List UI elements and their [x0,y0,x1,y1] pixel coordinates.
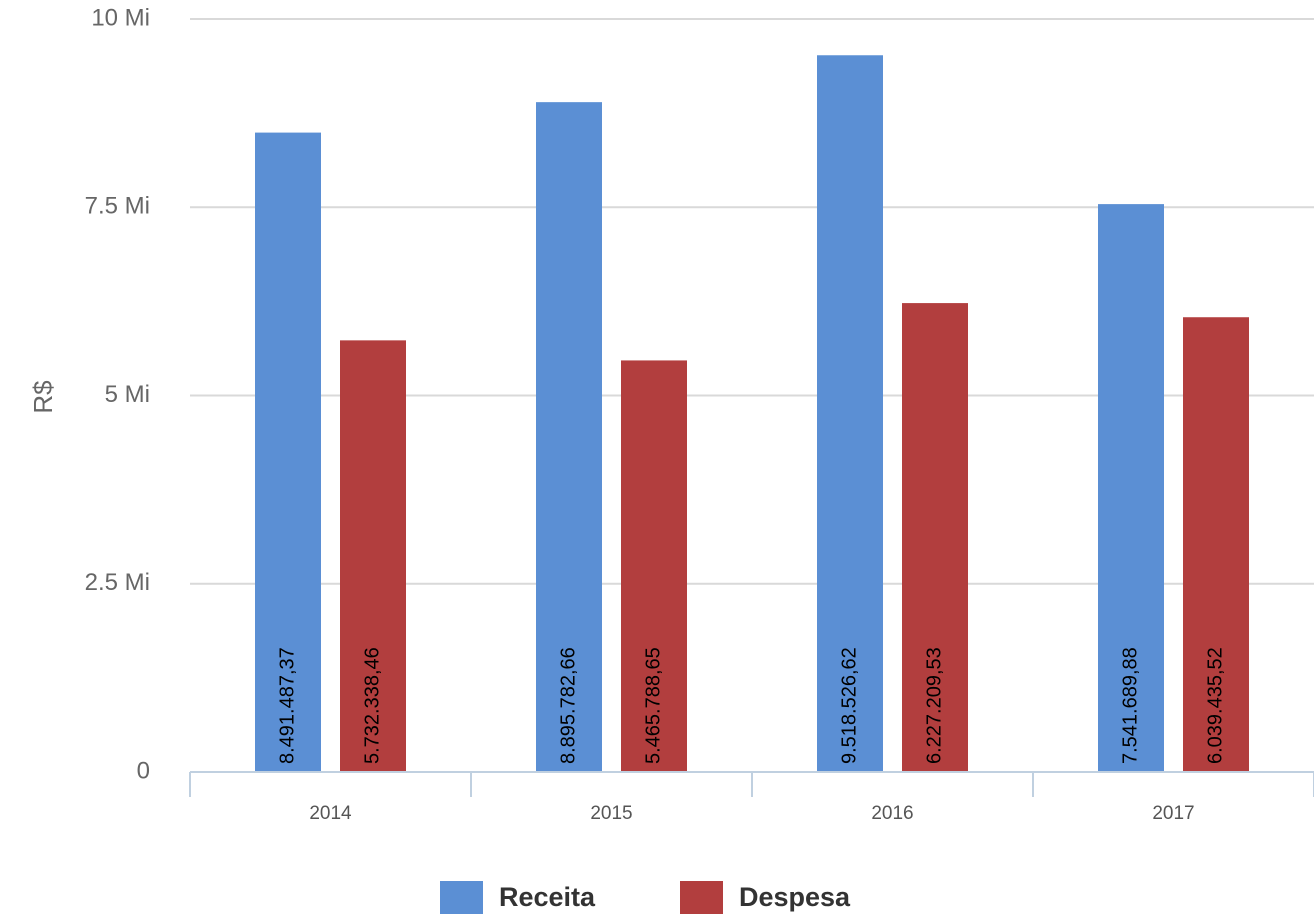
legend-label: Receita [499,882,596,912]
y-tick-label: 0 [137,757,150,784]
bar-value-label: 5.465.788,65 [642,647,664,764]
y-axis-title: R$ [28,380,58,414]
bars [255,55,1249,773]
bar-value-label: 6.227.209,53 [923,647,945,764]
bar-receita-2017[interactable] [1098,204,1164,773]
x-tick-label: 2014 [309,803,352,824]
bar-value-label: 9.518.526,62 [838,647,860,764]
bar-despesa-2016[interactable] [902,303,968,772]
bar-value-label: 7.541.689,88 [1119,647,1141,764]
bar-value-label: 5.732.338,46 [361,647,383,764]
x-tick-label: 2017 [1152,803,1194,824]
axes: 0 2.5 Mi 5 Mi 7.5 Mi 10 Mi 2014 2015 2016 2017 [85,4,1314,824]
bar-receita-2015[interactable] [536,102,602,772]
x-tick-label: 2015 [590,803,632,824]
legend-label: Despesa [739,882,851,912]
bar-receita-2014[interactable] [255,132,321,772]
y-tick-label: 7.5 Mi [85,193,150,220]
bar-labels: 8.491.487,37 5.732.338,46 8.895.782,66 5.46… [276,647,1226,764]
bar-receita-2016[interactable] [817,55,883,772]
bar-despesa-2014[interactable] [340,340,406,772]
y-tick-label: 2.5 Mi [85,569,150,596]
bar-value-label: 8.491.487,37 [276,647,298,764]
legend[interactable]: Receita Despesa [440,881,851,914]
y-tick-label: 10 Mi [91,4,150,31]
legend-item-despesa[interactable]: Despesa [680,881,851,914]
y-tick-label: 5 Mi [105,381,150,408]
bar-despesa-2017[interactable] [1183,317,1249,772]
bar-despesa-2015[interactable] [621,360,687,772]
legend-swatch [680,881,723,914]
legend-item-receita[interactable]: Receita [440,881,596,914]
x-tick-label: 2016 [871,803,913,824]
bar-value-label: 8.895.782,66 [557,647,579,764]
legend-swatch [440,881,483,914]
bar-value-label: 6.039.435,52 [1204,647,1226,764]
